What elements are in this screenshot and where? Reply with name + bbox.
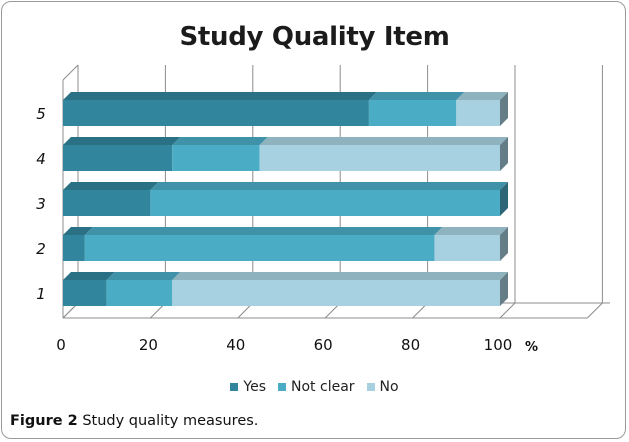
bar-5-yes [63, 92, 377, 126]
y-tick-label-5: 5 [36, 105, 46, 123]
bar-front-face-4-not-clear [172, 145, 260, 171]
x-tick-label-0: 0 [56, 336, 66, 354]
bar-front-face-4-yes [63, 145, 173, 171]
bar-front-face-1-not-clear [106, 280, 173, 306]
bar-top-face-2-not-clear [84, 227, 443, 235]
bar-1-yes [63, 272, 115, 306]
legend-label-no: No [379, 379, 399, 395]
bar-4-not-clear [172, 137, 268, 171]
bar-front-face-2-not-clear [84, 235, 435, 261]
legend-label-not-clear: Not clear [291, 379, 355, 395]
chart-title: Study Quality Item [179, 22, 450, 52]
bar-2-yes [63, 227, 93, 261]
bar-end-face-2 [500, 227, 508, 261]
legend-swatch-not-clear [278, 383, 287, 391]
figure-caption-text: Study quality measures. [82, 413, 259, 429]
x-axis-unit: % [525, 340, 539, 355]
legend-item-yes: Yes [230, 379, 266, 395]
legend-label-yes: Yes [243, 379, 267, 395]
bar-1-not-clear [106, 272, 181, 306]
bar-front-face-2-no [434, 235, 500, 261]
legend-item-not-clear: Not clear [278, 379, 355, 395]
y-tick-label-4: 4 [36, 150, 46, 168]
bar-end-face-1 [500, 272, 508, 306]
figure-caption-label: Figure 2 [10, 413, 78, 429]
bar-top-face-2-yes [63, 227, 93, 235]
bar-4-no [259, 137, 508, 171]
floor-tick-120 [587, 302, 603, 319]
bar-top-face-1-no [172, 272, 508, 280]
bar-top-face-4-no [259, 137, 508, 145]
bar-top-face-3-yes [63, 182, 159, 190]
bar-2-not-clear [84, 227, 443, 261]
x-tick-label-80: 80 [401, 336, 420, 354]
bar-top-face-3-not-clear [150, 182, 508, 190]
legend-swatch-yes [230, 383, 239, 391]
bar-front-face-1-no [172, 280, 500, 306]
bar-front-face-5-yes [63, 100, 369, 126]
x-tick-label-40: 40 [226, 336, 245, 354]
bar-1-no [172, 272, 508, 306]
bar-top-face-1-not-clear [106, 272, 181, 280]
legend-swatch-no [366, 383, 375, 391]
y-tick-label-2: 2 [36, 240, 46, 258]
bar-top-face-1-yes [63, 272, 115, 280]
bar-3-yes [63, 182, 159, 216]
bar-4-yes [63, 137, 181, 171]
bar-top-face-4-not-clear [172, 137, 268, 145]
bar-top-face-5-not-clear [368, 92, 465, 100]
y-tick-label-3: 3 [36, 195, 46, 213]
bar-end-face-4 [500, 137, 508, 171]
bar-end-face-3 [500, 182, 508, 216]
y-tick-label-1: 1 [36, 285, 46, 303]
bar-top-face-5-no [456, 92, 508, 100]
chart-legend: Yes Not clear No [0, 379, 629, 395]
bar-end-face-5 [500, 92, 508, 126]
bar-front-face-1-yes [63, 280, 107, 306]
bar-5-not-clear [368, 92, 465, 126]
bar-front-face-5-not-clear [368, 100, 457, 126]
figure-caption: Figure 2 Study quality measures. [10, 413, 258, 429]
bar-5-no [456, 92, 508, 126]
bar-2-no [434, 227, 508, 261]
bar-top-face-5-yes [63, 92, 377, 100]
legend-item-no: No [366, 379, 399, 395]
axis-top-depth [62, 64, 79, 81]
bar-front-face-2-yes [63, 235, 85, 261]
bar-front-face-3-not-clear [150, 190, 500, 216]
bar-front-face-4-no [259, 145, 500, 171]
bar-front-face-5-no [456, 100, 500, 126]
x-tick-label-100: 100 [484, 336, 513, 354]
bar-front-face-3-yes [63, 190, 151, 216]
bar-top-face-4-yes [63, 137, 181, 145]
x-tick-label-20: 20 [139, 336, 158, 354]
x-tick-label-60: 60 [314, 336, 333, 354]
bar-top-face-2-no [434, 227, 508, 235]
bar-3-not-clear [150, 182, 508, 216]
floor-tick-100 [499, 302, 516, 319]
